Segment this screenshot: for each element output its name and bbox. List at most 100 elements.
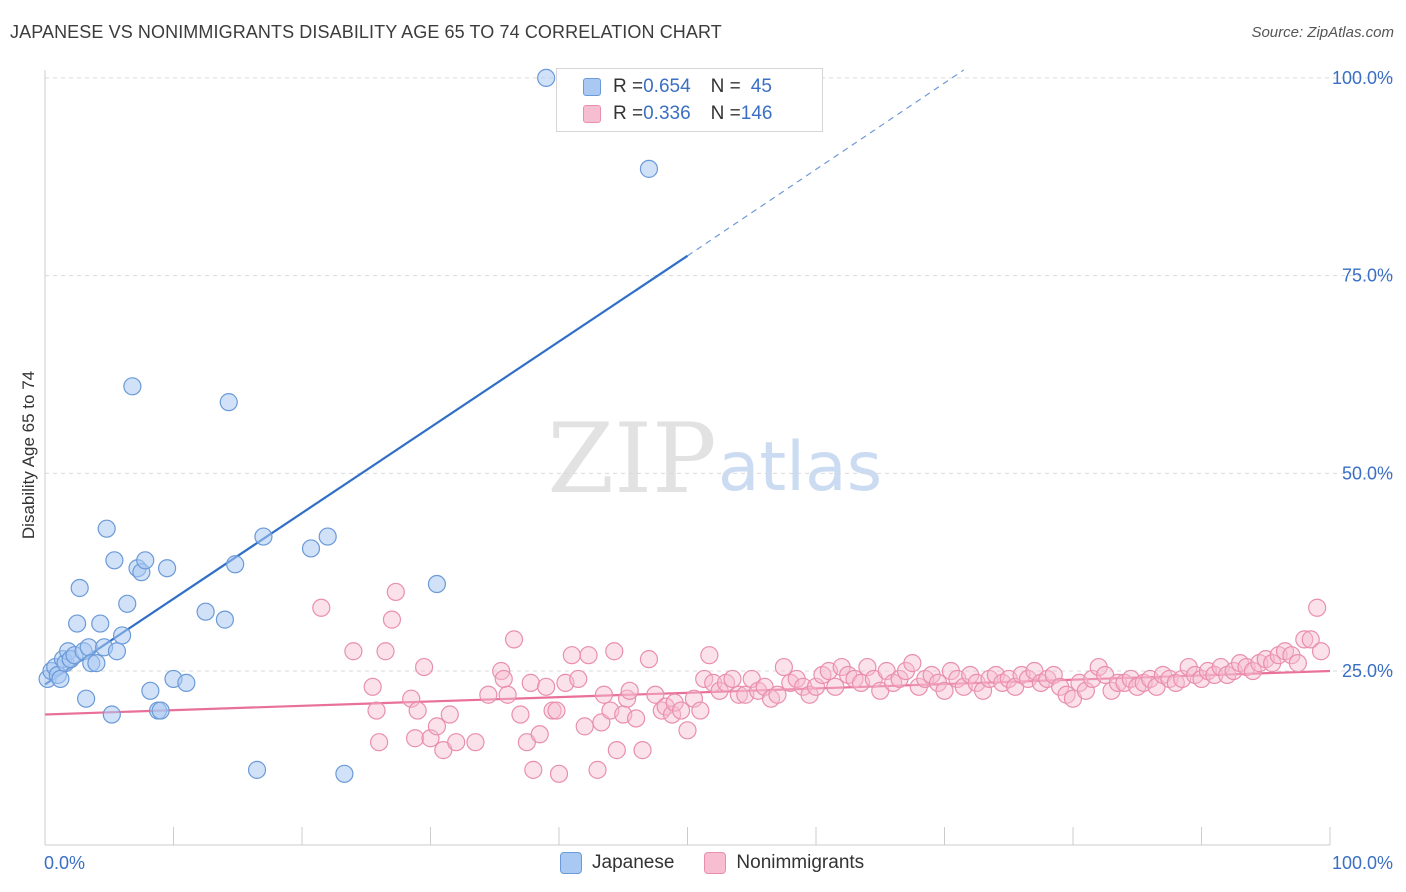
legend-swatch-nonimmigrants [583, 105, 601, 123]
data-point-nonimmigrants [1076, 681, 1095, 700]
data-point-nonimmigrants [768, 685, 787, 704]
data-point-nonimmigrants [700, 646, 719, 665]
data-point-nonimmigrants [414, 657, 434, 677]
data-point-japanese [68, 614, 87, 633]
data-point-nonimmigrants [646, 685, 665, 704]
data-point-nonimmigrants [1308, 598, 1327, 617]
legend-r-value-nonimmigrants: 0.336 [643, 103, 691, 124]
data-point-nonimmigrants [729, 685, 749, 704]
data-point-nonimmigrants [678, 721, 697, 740]
chart-title: JAPANESE VS NONIMMIGRANTS DISABILITY AGE… [10, 22, 722, 42]
data-point-nonimmigrants [1311, 642, 1331, 661]
data-point-nonimmigrants [973, 681, 993, 700]
data-point-nonimmigrants [579, 646, 598, 665]
data-point-nonimmigrants [662, 705, 682, 724]
series-legend: Japanese Nonimmigrants [560, 852, 894, 874]
data-point-japanese [215, 610, 234, 629]
data-point-japanese [157, 559, 177, 578]
y-tick-labels: 25.0% 50.0% 75.0% 100.0% [1332, 68, 1393, 681]
data-point-nonimmigrants [575, 717, 594, 736]
watermark-zip: ZIP [547, 403, 716, 515]
data-point-japanese [51, 669, 70, 689]
data-point-nonimmigrants [547, 701, 566, 720]
data-point-japanese [335, 764, 354, 783]
data-point-nonimmigrants [607, 741, 626, 760]
data-point-nonimmigrants [935, 681, 954, 700]
x-tick-label-min: 0.0% [44, 853, 85, 873]
data-point-nonimmigrants [633, 741, 652, 760]
data-point-nonimmigrants [370, 733, 389, 752]
data-point-japanese [87, 654, 106, 673]
data-point-nonimmigrants [479, 685, 498, 704]
data-point-nonimmigrants [858, 657, 877, 677]
data-point-japanese [123, 377, 142, 396]
data-point-japanese [318, 527, 337, 546]
data-point-japanese [301, 539, 321, 558]
x-tick-labels: 0.0% 100.0% [44, 853, 1393, 873]
data-point-japanese [105, 551, 124, 570]
legend-n-value-japanese: 45 [750, 76, 772, 97]
legend-n-label: N = [710, 103, 741, 124]
data-point-nonimmigrants [447, 733, 466, 752]
watermark: ZIP atlas [547, 403, 882, 515]
data-point-nonimmigrants [408, 701, 427, 720]
data-point-nonimmigrants [903, 654, 922, 673]
legend-r-value-japanese: 0.654 [643, 76, 691, 97]
data-point-nonimmigrants [1288, 654, 1307, 673]
data-point-nonimmigrants [421, 729, 440, 748]
data-point-japanese [226, 555, 245, 574]
series-legend-label-japanese: Japanese [592, 852, 675, 873]
trend-lines [44, 69, 1331, 716]
gridlines [45, 77, 1395, 672]
legend-r-label: R = [613, 103, 644, 124]
data-point-japanese [107, 642, 127, 661]
trend-line-japanese-extension [687, 69, 965, 257]
data-point-nonimmigrants [695, 669, 714, 689]
data-point-nonimmigrants [671, 701, 691, 720]
data-point-nonimmigrants [826, 677, 845, 696]
data-point-nonimmigrants [386, 582, 405, 602]
series-legend-japanese: Japanese [560, 852, 674, 874]
watermark-atlas: atlas [718, 428, 882, 507]
y-tick-label: 25.0% [1342, 661, 1393, 681]
data-point-nonimmigrants [504, 630, 524, 649]
data-point-japanese [537, 68, 556, 88]
data-point-nonimmigrants [498, 685, 517, 704]
legend-row-japanese: R = 0.654 N = 45 [583, 75, 772, 99]
data-point-japanese [77, 689, 96, 708]
data-point-nonimmigrants [723, 669, 742, 689]
data-point-nonimmigrants [1044, 665, 1063, 685]
data-point-nonimmigrants [588, 760, 607, 779]
y-tick-label: 50.0% [1342, 463, 1393, 483]
data-point-nonimmigrants [605, 642, 624, 661]
data-point-nonimmigrants [530, 725, 549, 744]
data-point-nonimmigrants [626, 709, 646, 728]
source-label: Source: ZipAtlas.com [1251, 24, 1394, 41]
data-point-japanese [254, 527, 273, 546]
y-tick-label: 75.0% [1342, 266, 1393, 286]
data-point-japanese [102, 705, 121, 724]
data-point-nonimmigrants [569, 669, 588, 689]
data-point-nonimmigrants [511, 705, 530, 724]
data-point-nonimmigrants [494, 669, 513, 689]
data-point-nonimmigrants [691, 701, 710, 720]
data-point-nonimmigrants [562, 646, 581, 665]
data-point-japanese [177, 673, 196, 692]
data-point-japanese [70, 578, 89, 598]
series-legend-swatch-nonimmigrants [704, 852, 727, 874]
data-point-japanese [427, 574, 447, 594]
data-point-japanese [112, 626, 132, 645]
data-point-nonimmigrants [376, 642, 395, 661]
data-point-nonimmigrants [1295, 630, 1314, 649]
data-point-japanese [219, 393, 238, 412]
data-point-nonimmigrants [440, 705, 459, 724]
y-tick-label: 100.0% [1332, 68, 1393, 88]
data-point-nonimmigrants [774, 657, 793, 677]
data-point-nonimmigrants [427, 717, 447, 736]
data-point-nonimmigrants [594, 685, 614, 704]
data-point-nonimmigrants [367, 701, 386, 720]
data-point-nonimmigrants [620, 681, 639, 700]
data-point-japanese [136, 551, 155, 570]
series-japanese [38, 68, 659, 783]
